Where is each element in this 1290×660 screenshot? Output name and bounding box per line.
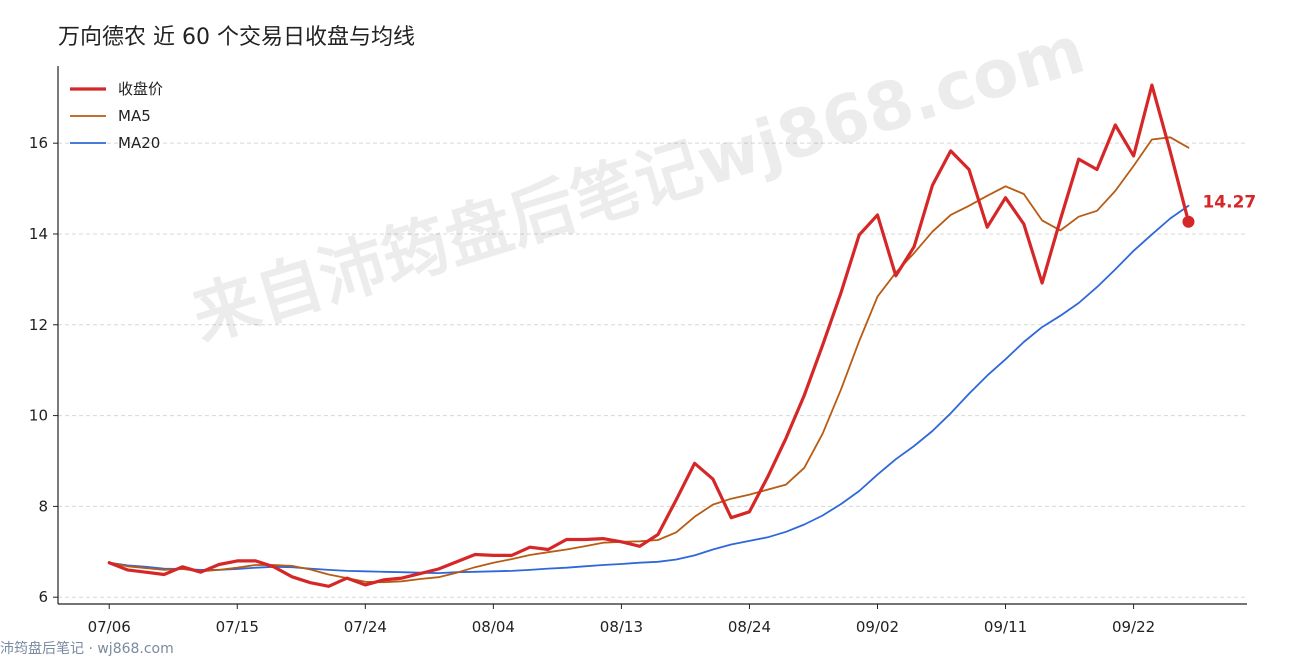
x-axis-ticks: 07/06 07/15 07/24 08/04 08/13 08/24 09/02 09/11… <box>88 604 1155 636</box>
y-axis-ticks: 6 8 10 12 14 16 <box>29 134 58 606</box>
last-value-marker: 14.27 <box>1182 193 1256 228</box>
legend-label: MA5 <box>118 107 151 125</box>
watermark: 来自沛筠盘后笔记wj868.com <box>184 11 1094 356</box>
watermark-text: 来自沛筠盘后笔记wj868.com <box>184 11 1094 356</box>
series-layer <box>107 83 1191 588</box>
x-tick-label: 09/22 <box>1112 618 1155 636</box>
y-tick-label: 14 <box>29 225 48 243</box>
x-tick-label: 08/13 <box>600 618 643 636</box>
ma20-line <box>108 204 1190 574</box>
close-price-line <box>107 83 1191 588</box>
x-tick-label: 08/04 <box>472 618 515 636</box>
x-tick-label: 07/24 <box>344 618 387 636</box>
legend: 收盘价 MA5 MA20 <box>70 80 163 152</box>
y-tick-label: 6 <box>38 588 48 606</box>
last-value-label: 14.27 <box>1202 193 1256 213</box>
y-tick-label: 8 <box>38 497 48 515</box>
axes <box>57 66 1247 605</box>
legend-label: MA20 <box>118 134 160 152</box>
gridlines <box>58 142 1247 598</box>
y-tick-label: 16 <box>29 134 48 152</box>
legend-label: 收盘价 <box>118 80 163 98</box>
x-tick-label: 09/02 <box>856 618 899 636</box>
x-tick-label: 07/06 <box>88 618 131 636</box>
y-tick-label: 10 <box>29 407 48 425</box>
x-tick-label: 09/11 <box>984 618 1027 636</box>
last-value-dot <box>1182 215 1195 228</box>
y-tick-label: 12 <box>29 316 48 334</box>
x-tick-label: 08/24 <box>728 618 771 636</box>
x-tick-label: 07/15 <box>216 618 259 636</box>
footer-watermark: 沛筠盘后笔记 · wj868.com <box>0 640 174 657</box>
chart-title: 万向德农 近 60 个交易日收盘与均线 <box>58 25 415 50</box>
